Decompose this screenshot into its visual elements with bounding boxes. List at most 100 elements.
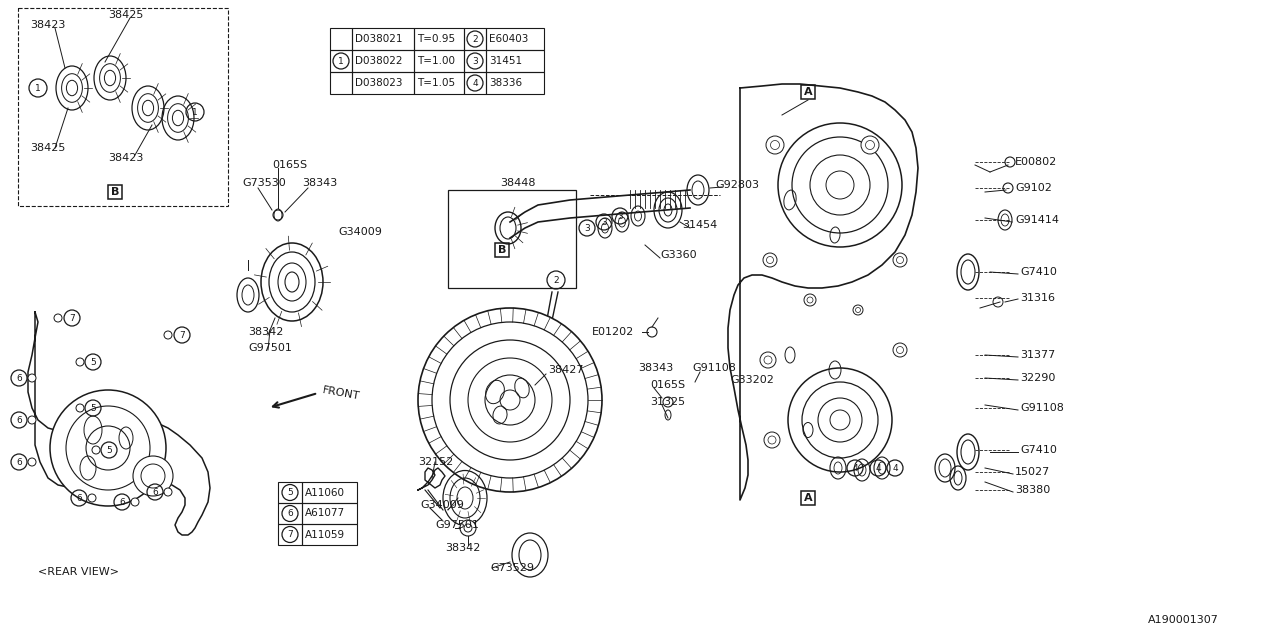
Text: T=0.95: T=0.95: [417, 34, 456, 44]
Circle shape: [852, 305, 863, 315]
Circle shape: [131, 498, 140, 506]
Text: G97501: G97501: [248, 343, 292, 353]
Circle shape: [810, 155, 870, 215]
Bar: [465, 28, 486, 50]
Text: G92803: G92803: [716, 180, 759, 190]
Text: G7410: G7410: [1020, 445, 1057, 455]
Text: G34009: G34009: [420, 500, 463, 510]
Circle shape: [865, 141, 874, 150]
Text: 38380: 38380: [1015, 485, 1051, 495]
Circle shape: [133, 456, 173, 496]
Bar: [330, 28, 352, 50]
Circle shape: [663, 397, 673, 407]
Text: 6: 6: [119, 497, 125, 506]
Circle shape: [76, 358, 84, 366]
Bar: [486, 28, 544, 50]
Text: 6: 6: [152, 488, 157, 497]
Text: 7: 7: [69, 314, 74, 323]
Circle shape: [893, 253, 908, 267]
Circle shape: [54, 314, 61, 322]
Text: G91108: G91108: [1020, 403, 1064, 413]
Text: 38423: 38423: [108, 153, 143, 163]
Bar: [302, 482, 357, 503]
Circle shape: [1005, 157, 1015, 167]
Bar: [486, 50, 544, 72]
Text: A190001307: A190001307: [1148, 615, 1219, 625]
Circle shape: [460, 520, 476, 536]
Bar: [330, 72, 352, 94]
Bar: [465, 72, 486, 94]
Text: E01202: E01202: [593, 327, 635, 337]
Text: A: A: [804, 87, 813, 97]
Bar: [108, 185, 122, 199]
Text: 38425: 38425: [108, 10, 143, 20]
Text: 31325: 31325: [650, 397, 685, 407]
Text: E60403: E60403: [489, 34, 529, 44]
Bar: [278, 482, 302, 503]
Text: 1: 1: [35, 83, 41, 93]
Text: D038021: D038021: [355, 34, 402, 44]
Circle shape: [818, 398, 861, 442]
Circle shape: [1004, 183, 1012, 193]
Text: 6: 6: [287, 509, 293, 518]
Text: G91108: G91108: [692, 363, 736, 373]
Text: 31316: 31316: [1020, 293, 1055, 303]
Text: 4: 4: [876, 463, 881, 472]
Circle shape: [806, 297, 813, 303]
Text: 7: 7: [179, 330, 184, 339]
Bar: [801, 85, 815, 99]
Circle shape: [451, 340, 570, 460]
Text: 38448: 38448: [500, 178, 535, 188]
Circle shape: [164, 488, 172, 496]
Bar: [465, 50, 486, 72]
Bar: [302, 524, 357, 545]
Text: T=1.05: T=1.05: [417, 78, 456, 88]
Text: E00802: E00802: [1015, 157, 1057, 167]
Bar: [302, 503, 357, 524]
Text: G34009: G34009: [338, 227, 381, 237]
Bar: [413, 50, 465, 72]
Text: A61077: A61077: [305, 509, 346, 518]
Text: 38336: 38336: [489, 78, 522, 88]
Text: 38342: 38342: [248, 327, 283, 337]
Text: D038022: D038022: [355, 56, 402, 66]
Text: 5: 5: [90, 358, 96, 367]
Circle shape: [50, 390, 166, 506]
Text: 4: 4: [472, 79, 477, 88]
Circle shape: [28, 374, 36, 382]
Circle shape: [788, 368, 892, 472]
Text: A: A: [804, 493, 813, 503]
Text: T=1.00: T=1.00: [417, 56, 454, 66]
Circle shape: [86, 426, 131, 470]
Text: 38342: 38342: [445, 543, 480, 553]
Text: 2: 2: [472, 35, 477, 44]
Text: 3: 3: [472, 56, 477, 65]
Bar: [278, 503, 302, 524]
Text: 31451: 31451: [489, 56, 522, 66]
Text: G7410: G7410: [1020, 267, 1057, 277]
Text: B: B: [498, 245, 506, 255]
Bar: [413, 28, 465, 50]
Text: 38343: 38343: [637, 363, 673, 373]
Text: 6: 6: [17, 458, 22, 467]
Text: FRONT: FRONT: [323, 385, 361, 401]
Text: 4: 4: [892, 463, 897, 472]
Text: G9102: G9102: [1015, 183, 1052, 193]
Text: 6: 6: [17, 374, 22, 383]
Text: 31454: 31454: [682, 220, 717, 230]
Circle shape: [465, 524, 472, 532]
Text: G91414: G91414: [1015, 215, 1059, 225]
Text: 38343: 38343: [302, 178, 337, 188]
Text: G3360: G3360: [660, 250, 696, 260]
Bar: [330, 50, 352, 72]
Circle shape: [164, 331, 172, 339]
Circle shape: [778, 123, 902, 247]
Text: G73530: G73530: [242, 178, 285, 188]
Circle shape: [826, 171, 854, 199]
Circle shape: [88, 494, 96, 502]
Text: 4: 4: [852, 463, 858, 472]
Circle shape: [764, 356, 772, 364]
Text: 3: 3: [617, 211, 623, 221]
Bar: [278, 524, 302, 545]
Circle shape: [468, 358, 552, 442]
